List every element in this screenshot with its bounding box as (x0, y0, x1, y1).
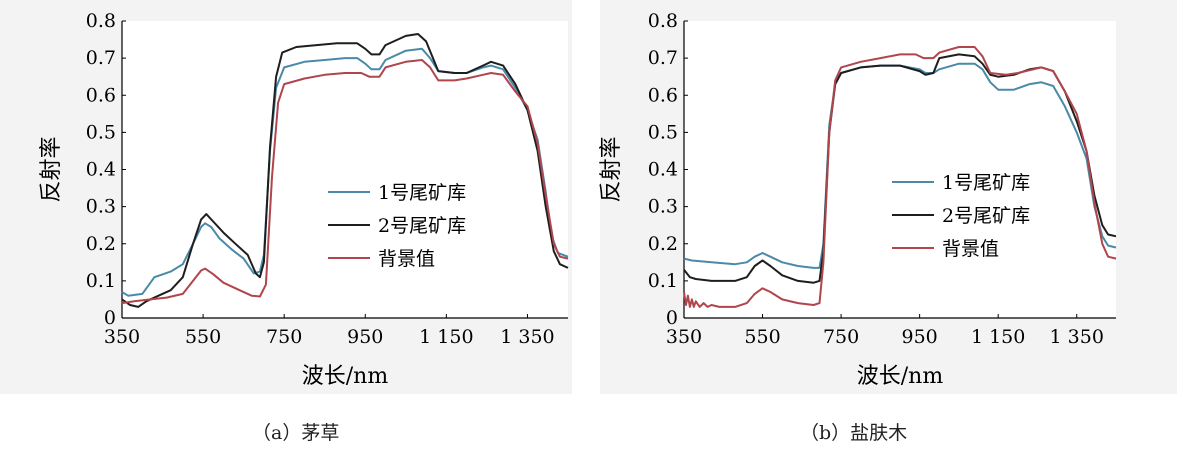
chart-a-y-tick-label: 0.1 (86, 270, 116, 292)
chart-b-legend-label-1: 1号尾矿库 (942, 172, 1030, 194)
chart-a-series-3-line (121, 59, 569, 305)
chart-a-series-2-line (121, 33, 569, 308)
chart-b-y-tick-label: 0 (666, 307, 678, 329)
chart-b-y-tick-label: 0.1 (648, 270, 678, 292)
chart-a-y-tick-label: 0.7 (86, 47, 116, 69)
chart-b-series-3-line (683, 46, 1117, 308)
chart-b-y-tick-label: 0.8 (648, 10, 678, 32)
chart-b-x-tick-label: 950 (902, 326, 938, 348)
chart-a-y-axis-label: 反射率 (39, 136, 64, 202)
chart-a-x-tick-label: 750 (266, 326, 302, 348)
chart-b-x-tick-label: 750 (823, 326, 859, 348)
chart-b-x-tick-label: 1 150 (971, 326, 1025, 348)
chart-b-x-tick-label: 350 (666, 326, 702, 348)
chart-a-y-tick-label: 0.5 (86, 121, 116, 143)
chart-b-y-tick-label: 0.2 (648, 233, 678, 255)
chart-b-series-1-line (683, 62, 1117, 269)
chart-a-legend-label-2: 2号尾矿库 (378, 215, 466, 237)
chart-a-series-1-line (121, 47, 569, 297)
chart-a-x-tick-label: 350 (104, 326, 140, 348)
chart-b-caption: （b）盐肤木 (800, 422, 908, 444)
chart-a-caption: （a）茅草 (252, 422, 340, 444)
chart-a-x-tick-label: 550 (185, 326, 221, 348)
chart-a-x-tick-label: 1 150 (419, 326, 473, 348)
chart-a-plot-area (122, 21, 568, 318)
chart-b-y-tick-label: 0.4 (648, 159, 678, 181)
chart-b-y-tick-label: 0.5 (648, 121, 678, 143)
chart-a-y-tick-label: 0 (104, 307, 116, 329)
chart-a-y-tick-label: 0.6 (86, 84, 116, 106)
chart-b-y-tick-label: 0.3 (648, 196, 678, 218)
chart-b: 0 0.1 0.2 0.3 0.4 0.5 0.6 0.7 0.8 350 550 750 950 1 1… (599, 10, 1117, 389)
chart-b-y-tick-label: 0.7 (648, 47, 678, 69)
chart-b-x-axis-label: 波长/nm (857, 364, 944, 389)
chart-b-y-tick-label: 0.6 (648, 84, 678, 106)
chart-b-y-axis-label: 反射率 (599, 136, 624, 202)
chart-a-x-axis-label: 波长/nm (302, 364, 389, 389)
chart-b-plot-area (684, 21, 1116, 318)
chart-b-legend-label-3: 背景值 (942, 238, 999, 260)
chart-b-legend-label-2: 2号尾矿库 (942, 205, 1030, 227)
chart-a-legend-label-3: 背景值 (378, 248, 435, 270)
chart-b-x-tick-label: 1 350 (1050, 326, 1104, 348)
chart-a-y-tick-label: 0.2 (86, 233, 116, 255)
chart-a-x-tick-label: 950 (347, 326, 383, 348)
chart-a: 0 0.1 0.2 0.3 0.4 0.5 0.6 0.7 0.8 350 550 750 950 1 1… (39, 10, 569, 389)
chart-a-x-tick-label: 1 350 (500, 326, 554, 348)
chart-b-x-tick-label: 550 (744, 326, 780, 348)
chart-a-y-tick-label: 0.3 (86, 196, 116, 218)
chart-a-legend-label-1: 1号尾矿库 (378, 182, 466, 204)
chart-a-y-tick-label: 0.4 (86, 159, 116, 181)
chart-a-y-tick-label: 0.8 (86, 10, 116, 32)
